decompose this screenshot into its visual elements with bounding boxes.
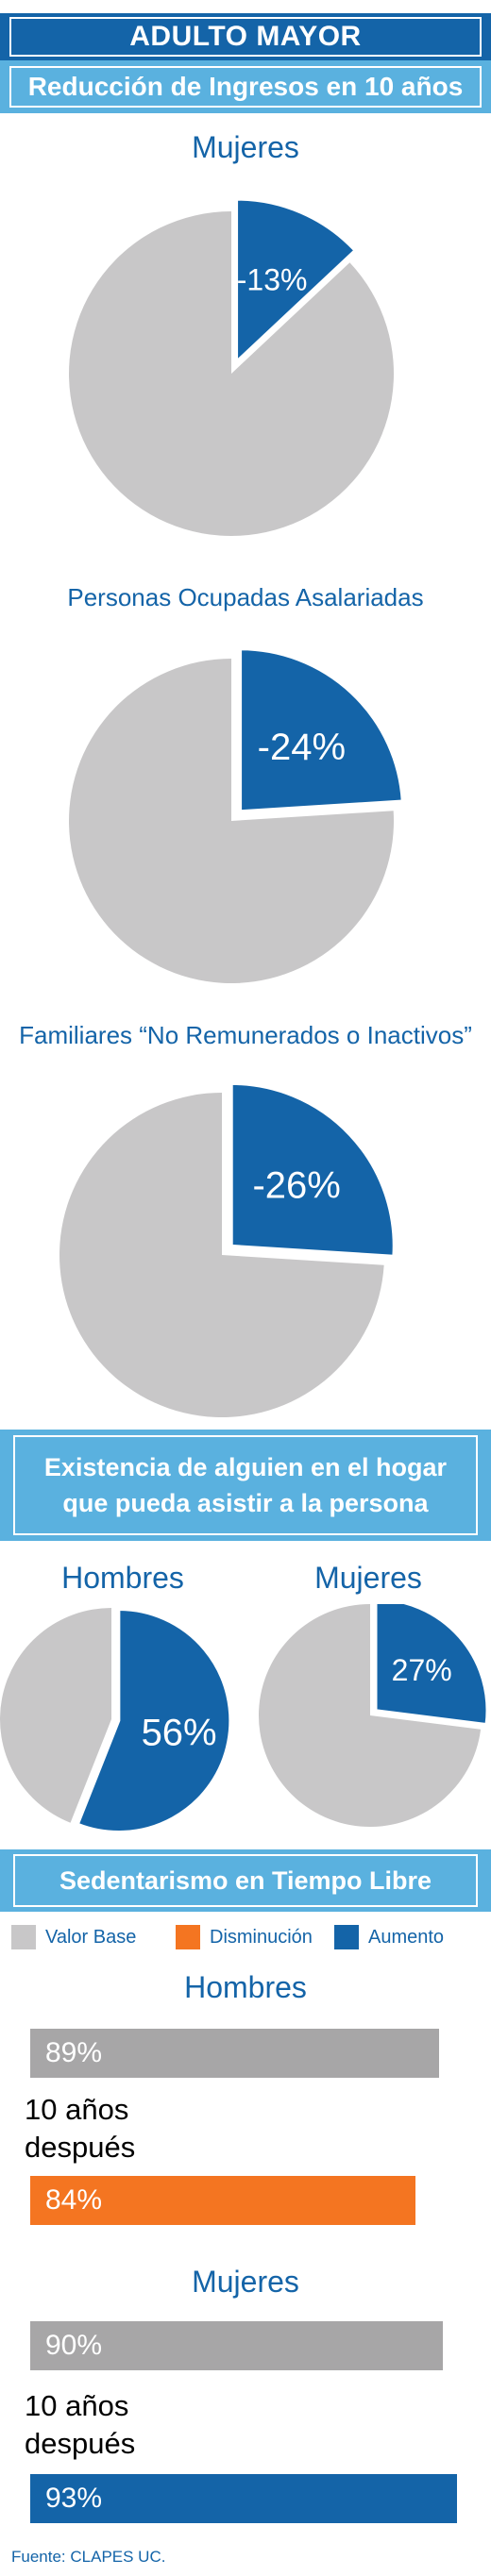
pie-slice-highlight [76, 1607, 232, 1833]
source-footer: Fuente: CLAPES UC. [11, 2548, 166, 2566]
pie-title-mujeres-ingresos: Mujeres [192, 130, 299, 164]
bar-value-mujeres-base: 90% [45, 2330, 103, 2361]
section-title-asistir-line1: Existencia de alguien en el hogar [43, 1453, 448, 1481]
pie-title-familiares: Familiares “No Remunerados o Inactivos” [19, 1021, 472, 1049]
legend-swatch-decrease [176, 1925, 200, 1949]
pie-title-mujeres-asistir: Mujeres [314, 1561, 422, 1595]
legend-item-decrease: Disminución [176, 1925, 313, 1949]
pie-slice-label: -26% [252, 1165, 340, 1207]
bar-title-hombres: Hombres [184, 1970, 307, 2004]
legend-label-base: Valor Base [45, 1926, 137, 1948]
pie-chart-mujeres-asistir: 27% [259, 1604, 489, 1827]
pie-slice-label: 56% [142, 1713, 217, 1754]
pie-slice-highlight [239, 647, 404, 813]
pie-chart-mujeres-ingresos: -13% [69, 197, 395, 536]
pie-chart-asalariadas: -24% [68, 647, 404, 983]
bar-mujeres-after: 93% [30, 2474, 457, 2523]
section-title-asistir-line2: que pueda asistir a la persona [62, 1489, 429, 1517]
pie-slice-highlight [229, 1081, 396, 1258]
section-title-sedentarismo: Sedentarismo en Tiempo Libre [13, 1854, 478, 1907]
pie-slice-base [259, 1604, 482, 1827]
bar-mujeres-base: 90% [30, 2321, 443, 2370]
legend-swatch-base [11, 1925, 36, 1949]
pie-title-asalariadas: Personas Ocupadas Asalariadas [67, 583, 424, 611]
pie-chart-hombres-asistir: 56% [0, 1607, 232, 1833]
legend-label-increase: Aumento [368, 1926, 445, 1948]
pie-slice-highlight [235, 197, 358, 365]
pie-slice-base [59, 1093, 384, 1417]
subtitle-banner: Reducción de Ingresos en 10 años [0, 60, 491, 113]
bar-hombres-after: 84% [30, 2176, 415, 2225]
pie-slice-base [0, 1608, 111, 1823]
pie-slice-base [69, 211, 395, 536]
page-subtitle: Reducción de Ingresos en 10 años [9, 66, 482, 108]
section-banner-sedentarismo: Sedentarismo en Tiempo Libre [0, 1849, 491, 1912]
pie-slice-label: -13% [237, 263, 308, 297]
pie-title-hombres-asistir: Hombres [61, 1561, 184, 1595]
legend-swatch-increase [334, 1925, 359, 1949]
bar-value-mujeres-after: 93% [45, 2483, 103, 2514]
page-title: ADULTO MAYOR [9, 17, 482, 57]
legend-label-decrease: Disminución [210, 1926, 313, 1948]
bar-value-hombres-after: 84% [45, 2184, 103, 2216]
bar-title-mujeres: Mujeres [192, 2265, 299, 2299]
pie-slice-highlight [374, 1604, 489, 1727]
legend-item-increase: Aumento [334, 1925, 444, 1949]
pie-slice-label: -24% [258, 727, 346, 768]
legend-item-base: Valor Base [11, 1925, 136, 1949]
header-banner: ADULTO MAYOR [0, 13, 491, 60]
bar-category-hombres-after: 10 años después [25, 2093, 136, 2164]
pie-chart-familiares: -26% [59, 1081, 396, 1417]
bar-category-mujeres-after: 10 años después [25, 2389, 136, 2460]
bar-value-hombres-base: 89% [45, 2037, 103, 2068]
section-banner-asistir: Existencia de alguien en el hogar que pu… [0, 1430, 491, 1541]
bar-hombres-base: 89% [30, 2029, 439, 2078]
pie-slice-label: 27% [392, 1653, 452, 1687]
pie-slice-base [68, 659, 394, 983]
